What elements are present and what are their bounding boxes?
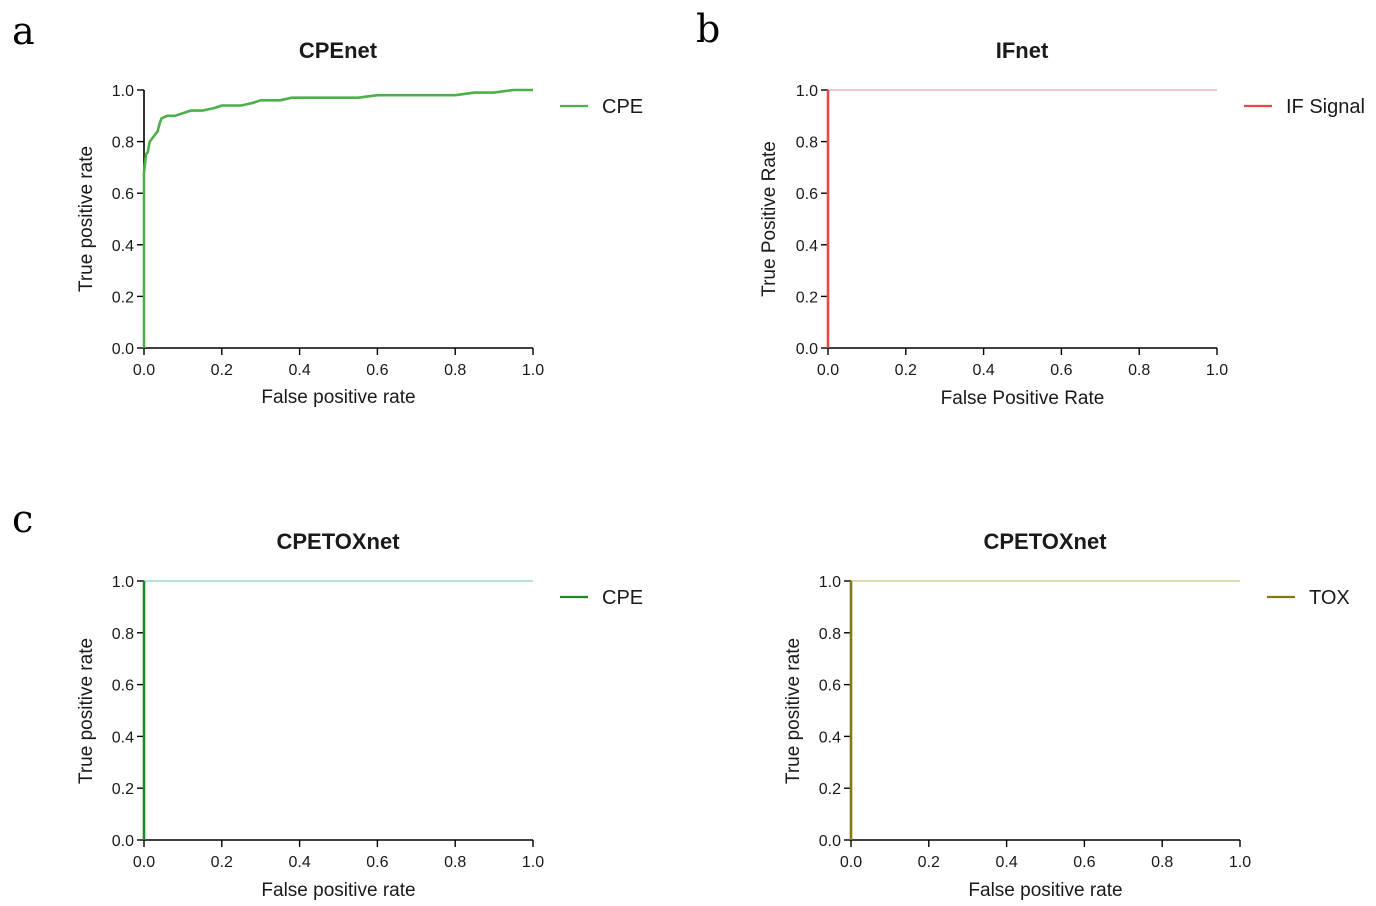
x-tick-label: 0.4 (972, 362, 994, 379)
y-tick-label: 0.0 (819, 833, 841, 850)
y-tick-label: 0.0 (796, 341, 818, 358)
panel-letter-a: a (12, 9, 35, 53)
y-tick-label: 1.0 (112, 83, 134, 100)
chart-panel-1: CPEnet 0.0 0.2 0.4 0.6 0.8 1.0 0.0 0.2 0.4 0.6 0.8 1… (76, 38, 643, 408)
x-tick-label: 0.6 (1073, 854, 1095, 871)
x-tick-label: 1.0 (1206, 362, 1228, 379)
y-axis-label: True Positive Rate (759, 141, 780, 297)
panel-letter-b: b (696, 7, 720, 51)
x-tick-label: 0.8 (444, 362, 466, 379)
x-tick-label: 0.2 (918, 854, 940, 871)
x-tick-label: 0.6 (1050, 362, 1072, 379)
y-tick-label: 1.0 (796, 83, 818, 100)
y-axis-label: True positive rate (76, 638, 97, 784)
chart-title: IFnet (996, 38, 1049, 63)
x-tick-label: 0.8 (1151, 854, 1173, 871)
y-tick-label: 0.8 (112, 135, 134, 152)
x-axis-label: False positive rate (261, 880, 415, 901)
y-tick-label: 0.6 (796, 186, 818, 203)
y-tick-label: 0.8 (112, 626, 134, 643)
y-tick-label: 0.4 (796, 238, 818, 255)
roc-curve (142, 88, 533, 348)
y-axis-label: True positive rate (76, 146, 97, 292)
y-tick-label: 0.6 (112, 678, 134, 695)
chart-panel-2: IFnet 0.0 0.2 0.4 0.6 0.8 1.0 0.0 0.2 0.4 0.6 0.8 1.… (759, 38, 1365, 409)
x-axis-label: False Positive Rate (941, 388, 1105, 409)
y-tick-label: 0.6 (112, 186, 134, 203)
x-tick-label: 0.2 (211, 854, 233, 871)
x-tick-label: 0.6 (366, 362, 388, 379)
y-tick-label: 1.0 (819, 574, 841, 591)
x-tick-label: 0.2 (895, 362, 917, 379)
x-tick-label: 0.4 (288, 362, 310, 379)
y-tick-label: 0.4 (819, 729, 841, 746)
y-tick-label: 1.0 (112, 574, 134, 591)
x-tick-label: 0.4 (995, 854, 1017, 871)
y-axis-label: True positive rate (783, 638, 804, 784)
legend-label: CPE (602, 587, 643, 609)
y-tick-label: 0.2 (819, 781, 841, 798)
x-tick-label: 0.8 (444, 854, 466, 871)
x-tick-label: 0.0 (817, 362, 839, 379)
y-tick-label: 0.2 (112, 781, 134, 798)
chart-title: CPEnet (299, 38, 378, 63)
chart-panel-4: CPETOXnet 0.0 0.2 0.4 0.6 0.8 1.0 0.0 0.2 0.4 0.6 0… (783, 529, 1350, 901)
y-tick-label: 0.4 (112, 729, 134, 746)
x-tick-label: 0.0 (133, 854, 155, 871)
chart-title: CPETOXnet (983, 529, 1107, 554)
legend-label: CPE (602, 96, 643, 118)
x-axis-label: False positive rate (261, 387, 415, 408)
x-tick-label: 1.0 (1229, 854, 1251, 871)
legend-label: IF Signal (1286, 96, 1365, 118)
chart-panel-3: CPETOXnet 0.0 0.2 0.4 0.6 0.8 1.0 0.0 0.2 0.4 0.6 0… (76, 529, 643, 901)
y-tick-label: 0.4 (112, 238, 134, 255)
y-tick-label: 0.2 (796, 289, 818, 306)
x-tick-label: 0.6 (366, 854, 388, 871)
x-tick-label: 1.0 (522, 854, 544, 871)
x-tick-label: 0.8 (1128, 362, 1150, 379)
x-tick-label: 0.2 (211, 362, 233, 379)
panel-letter-c: c (12, 497, 33, 541)
x-tick-label: 0.0 (840, 854, 862, 871)
y-tick-label: 0.6 (819, 678, 841, 695)
y-tick-label: 0.8 (796, 135, 818, 152)
y-tick-label: 0.0 (112, 341, 134, 358)
chart-title: CPETOXnet (276, 529, 400, 554)
legend-label: TOX (1309, 587, 1350, 609)
y-tick-label: 0.2 (112, 289, 134, 306)
x-tick-label: 0.0 (133, 362, 155, 379)
y-tick-label: 0.0 (112, 833, 134, 850)
x-tick-label: 1.0 (522, 362, 544, 379)
x-tick-label: 0.4 (288, 854, 310, 871)
y-tick-label: 0.8 (819, 626, 841, 643)
x-axis-label: False positive rate (968, 880, 1122, 901)
